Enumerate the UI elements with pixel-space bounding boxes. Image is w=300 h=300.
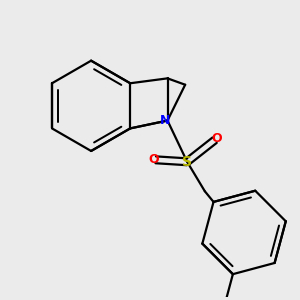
Text: O: O (148, 153, 159, 166)
Text: S: S (182, 155, 192, 169)
Text: O: O (211, 132, 222, 145)
Text: N: N (160, 114, 171, 127)
